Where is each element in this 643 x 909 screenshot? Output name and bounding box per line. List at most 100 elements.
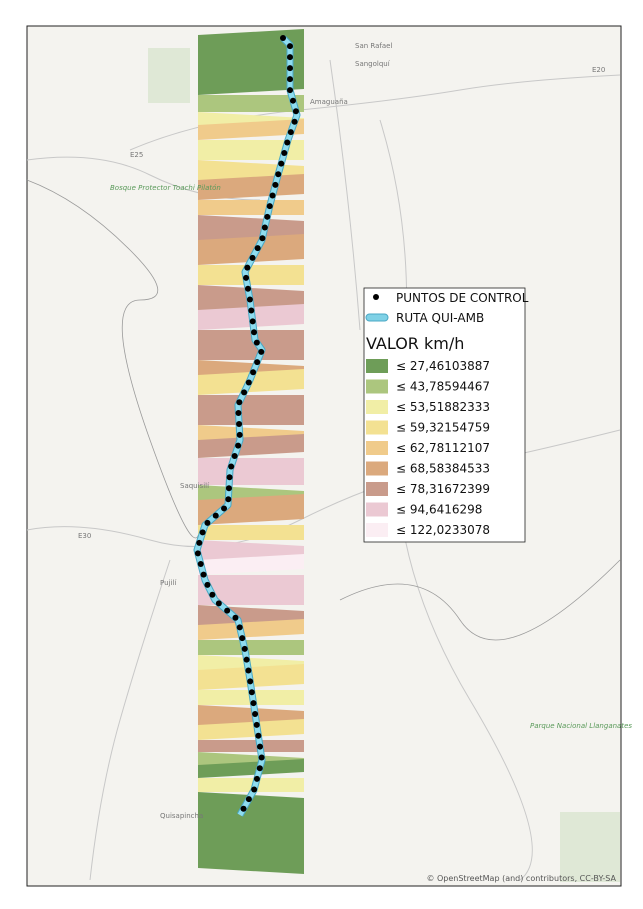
control-point <box>199 529 206 536</box>
control-point <box>275 171 282 178</box>
legend-swatch <box>366 441 388 455</box>
control-point <box>253 339 260 346</box>
control-point <box>236 431 243 438</box>
attribution: © OpenStreetMap (and) contributors, CC-B… <box>426 874 616 883</box>
control-point <box>259 235 266 242</box>
road-label: E30 <box>78 532 91 540</box>
control-point <box>281 150 288 157</box>
legend-label: ≤ 59,32154759 <box>396 421 490 435</box>
control-point <box>212 512 219 519</box>
control-point <box>226 474 233 481</box>
control-point <box>200 571 207 578</box>
legend-swatch <box>366 379 388 394</box>
control-point <box>278 160 285 167</box>
control-point <box>204 581 211 588</box>
raster-band <box>198 740 304 752</box>
control-point <box>196 539 203 546</box>
control-point <box>209 591 216 598</box>
legend-label: ≤ 53,51882333 <box>396 400 490 414</box>
control-point <box>253 775 260 782</box>
control-point <box>228 463 235 470</box>
control-point <box>243 656 250 663</box>
control-point <box>241 645 248 652</box>
control-point <box>236 399 243 406</box>
control-point <box>244 264 251 271</box>
park-label: Bosque Protector Toachi Pilatón <box>110 184 221 192</box>
raster-band <box>198 29 304 95</box>
road-label: E25 <box>130 151 143 159</box>
legend-label: ≤ 78,31672399 <box>396 482 490 496</box>
legend-label: ≤ 43,78594467 <box>396 380 490 394</box>
control-point <box>249 254 256 261</box>
place-labels: San Rafael Sangolquí Amaguaña Bosque Pro… <box>78 42 632 820</box>
control-point <box>239 635 246 642</box>
legend-box <box>363 287 526 543</box>
raster-band <box>198 200 304 215</box>
control-point <box>289 97 296 104</box>
control-point <box>251 329 258 336</box>
raster-band <box>198 395 304 425</box>
control-point <box>258 348 265 355</box>
raster-band <box>198 458 304 485</box>
control-point <box>245 796 252 803</box>
legend-label: ≤ 68,58384533 <box>396 462 490 476</box>
control-point <box>287 65 293 72</box>
control-point <box>266 203 273 210</box>
legend-label: PUNTOS DE CONTROL <box>396 291 529 305</box>
legend-label: ≤ 122,0233078 <box>396 523 490 537</box>
control-point <box>253 721 260 728</box>
control-point <box>245 379 252 386</box>
control-point <box>248 307 255 314</box>
legend-classes: ≤ 27,46103887 ≤ 43,78594467 ≤ 53,51882333 ≤… <box>366 359 490 537</box>
raster-band <box>198 494 304 525</box>
legend-swatch <box>366 461 388 476</box>
legend-swatch <box>366 359 388 373</box>
legend-route-symbol <box>365 313 389 322</box>
legend-swatch <box>366 502 388 517</box>
raster-band <box>198 119 304 140</box>
control-point <box>244 285 251 292</box>
legend-label: ≤ 27,46103887 <box>396 359 490 373</box>
control-point <box>248 689 255 696</box>
legend-label: ≤ 62,78112107 <box>396 441 490 455</box>
control-point <box>284 139 291 146</box>
control-point <box>269 192 276 199</box>
control-point <box>241 389 248 396</box>
control-point <box>254 245 261 252</box>
raster-band <box>198 792 304 874</box>
park <box>148 48 190 103</box>
control-point <box>280 35 286 41</box>
raster-band <box>198 434 304 458</box>
control-point <box>236 420 243 427</box>
park-label: Parque Nacional Llanganates <box>530 722 632 730</box>
place-label: Saquisilí <box>180 482 210 490</box>
control-point <box>287 76 293 83</box>
raster-band <box>198 619 304 640</box>
control-point <box>287 129 294 136</box>
control-point <box>292 108 299 115</box>
control-point <box>225 485 232 492</box>
legend-swatch <box>366 400 388 414</box>
control-point <box>236 624 243 631</box>
control-point <box>254 359 261 366</box>
raster-band <box>198 575 304 605</box>
control-point <box>258 754 265 761</box>
control-point <box>194 550 201 557</box>
control-point <box>272 181 279 188</box>
borders <box>26 179 621 641</box>
control-point <box>221 505 228 512</box>
control-point <box>264 213 271 220</box>
road-label: E20 <box>592 66 605 74</box>
legend-point-symbol <box>373 294 379 300</box>
control-point <box>250 700 257 707</box>
control-point <box>224 607 231 614</box>
raster-band <box>198 95 304 112</box>
legend-swatch <box>366 420 388 435</box>
raster-band <box>198 759 304 778</box>
control-point <box>256 743 263 750</box>
control-point <box>251 786 258 793</box>
legend-title: VALOR km/h <box>366 334 464 353</box>
raster-band <box>198 525 304 540</box>
raster-band <box>198 234 304 265</box>
